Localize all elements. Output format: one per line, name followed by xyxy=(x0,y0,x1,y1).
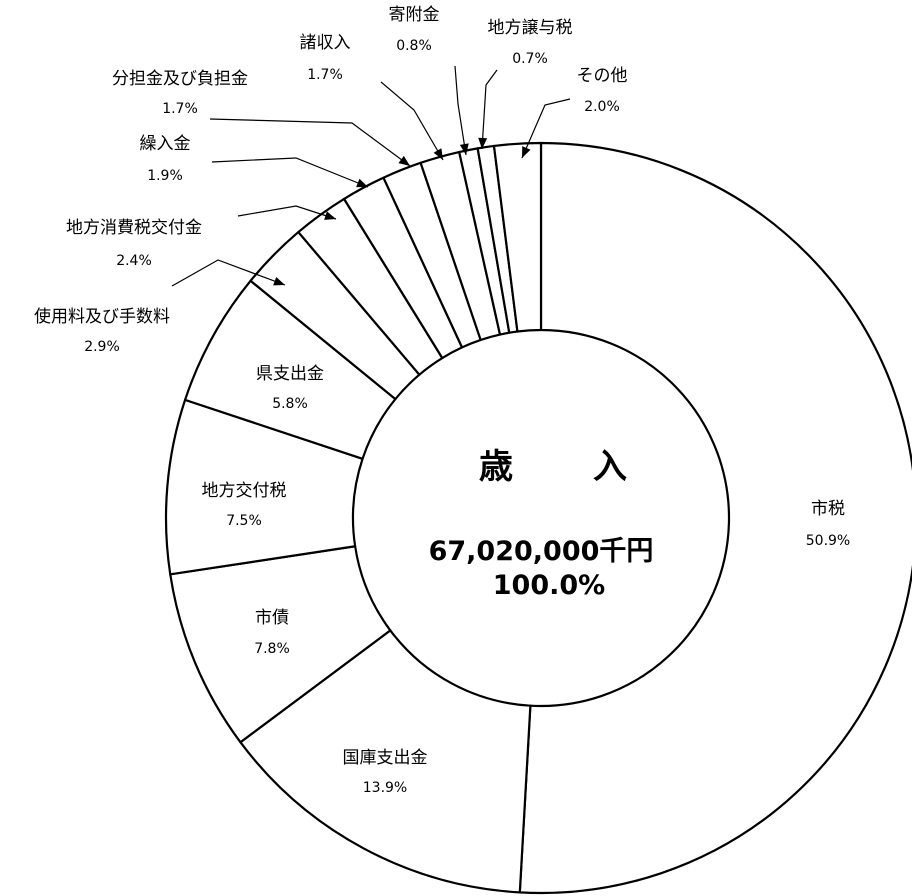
donut-slices xyxy=(164,141,912,895)
slice-name-4: 県支出金 xyxy=(256,364,324,384)
leader-arrow-9 xyxy=(433,148,443,160)
leader-arrow-11 xyxy=(478,137,488,149)
slice-percent-0: 50.9% xyxy=(806,533,850,549)
slice-percent-9: 1.7% xyxy=(307,67,343,83)
center-label: 歳 入 67,020,000千円 100.0% xyxy=(429,447,654,601)
slice-percent-5: 2.9% xyxy=(84,339,120,355)
slice-percent-3: 7.5% xyxy=(226,513,262,529)
slice-percent-1: 13.9% xyxy=(363,780,407,796)
leader-arrow-10 xyxy=(459,143,469,155)
slice-percent-11: 0.7% xyxy=(512,51,548,67)
leader-line-10 xyxy=(454,65,467,156)
leader-line-5 xyxy=(171,259,286,287)
slice-name-12: その他 xyxy=(577,66,628,86)
slice-name-0: 市税 xyxy=(811,499,845,519)
leader-arrow-7 xyxy=(356,178,368,188)
leader-arrow-6 xyxy=(324,211,336,220)
leader-arrow-12 xyxy=(522,146,531,158)
slice-name-9: 諸収入 xyxy=(300,33,351,53)
leader-arrow-5 xyxy=(273,276,285,286)
leader-line-6 xyxy=(237,205,337,220)
slice-name-11: 地方譲与税 xyxy=(488,18,573,38)
slice-name-2: 市債 xyxy=(255,608,289,628)
slice-labels: 市税 50.9% 国庫支出金 13.9% 市債 7.8% 地方交付税 7.5% 県支出金 5.8%… xyxy=(34,5,850,796)
slice-12 xyxy=(492,141,543,333)
slice-name-1: 国庫支出金 xyxy=(343,748,428,768)
center-total: 67,020,000千円 xyxy=(429,536,654,567)
slice-percent-10: 0.8% xyxy=(396,38,432,54)
slice-percent-8: 1.7% xyxy=(162,101,198,117)
leader-line-11 xyxy=(481,69,498,150)
slice-name-3: 地方交付税 xyxy=(202,481,287,501)
slice-name-6: 地方消費税交付金 xyxy=(66,218,202,238)
slice-name-8: 分担金及び負担金 xyxy=(112,69,248,89)
slice-percent-6: 2.4% xyxy=(116,253,152,269)
slice-percent-12: 2.0% xyxy=(584,99,620,115)
leader-line-8 xyxy=(209,118,411,167)
slice-percent-2: 7.8% xyxy=(254,641,290,657)
slice-percent-7: 1.9% xyxy=(147,168,183,184)
slice-name-10: 寄附金 xyxy=(389,5,440,25)
leader-line-9 xyxy=(380,81,444,161)
slice-percent-4: 5.8% xyxy=(272,396,308,412)
center-percent: 100.0% xyxy=(493,570,605,601)
leader-arrow-8 xyxy=(398,155,410,166)
center-title-right: 入 xyxy=(593,447,627,487)
slice-0 xyxy=(518,141,912,895)
leader-lines xyxy=(171,65,571,287)
slice-name-7: 繰入金 xyxy=(140,134,191,154)
leader-line-12 xyxy=(521,98,571,159)
slice-1 xyxy=(239,629,532,894)
slice-name-5: 使用料及び手数料 xyxy=(34,306,170,327)
leader-line-7 xyxy=(211,157,369,188)
center-title-left: 歳 xyxy=(479,447,513,487)
